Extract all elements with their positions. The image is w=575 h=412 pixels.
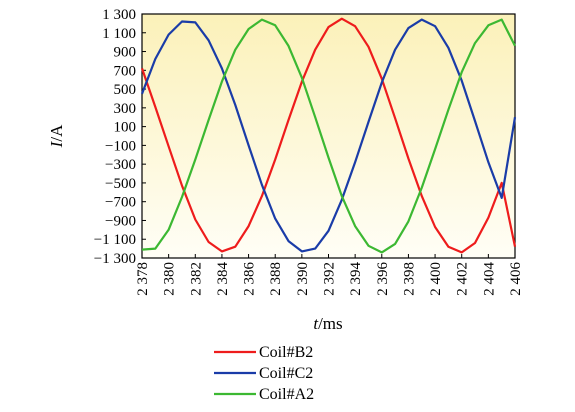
legend-label: Coil#B2 (259, 344, 313, 361)
legend: Coil#B2 Coil#C2 Coil#A2 (214, 344, 314, 403)
x-tick-label: 2 378 (135, 262, 151, 296)
x-tick-label: 2 390 (295, 262, 311, 296)
x-tick-label: 2 404 (481, 262, 497, 296)
legend-label: Coil#A2 (259, 386, 314, 403)
y-tick-label: −300 (105, 157, 136, 173)
y-tick-label: −1 300 (94, 251, 136, 267)
y-tick-label: −100 (105, 138, 136, 154)
y-axis-label: I/A (47, 124, 66, 148)
y-tick-label: 900 (114, 45, 137, 61)
x-axis-label: t/ms (313, 314, 342, 333)
x-tick-label: 2 382 (188, 262, 204, 296)
y-tick-label: −1 100 (94, 232, 136, 248)
series-line-2 (141, 18, 516, 254)
y-tick-label: 1 300 (102, 7, 136, 23)
legend-label: Coil#C2 (259, 365, 313, 382)
y-tick-label: −700 (105, 195, 136, 211)
x-tick-label: 2 402 (455, 262, 471, 296)
y-tick-label: 500 (114, 82, 137, 98)
x-tick-label: 2 400 (428, 262, 444, 296)
y-tick-label: −900 (105, 213, 136, 229)
y-tick-label: 1 100 (102, 26, 136, 42)
y-tick-label: −500 (105, 176, 136, 192)
y-axis-ticks: 1 300 1 100 900 700 500 300 100 −100 −300 −500 −70… (94, 7, 146, 267)
plot-area (141, 13, 516, 259)
y-tick-label: 300 (114, 101, 137, 117)
x-tick-label: 2 394 (348, 262, 364, 296)
x-tick-label: 2 392 (322, 262, 338, 296)
series-line-0 (140, 17, 517, 254)
x-tick-label: 2 388 (268, 262, 284, 296)
x-tick-label: 2 380 (162, 262, 178, 296)
series-lines (140, 17, 517, 254)
x-tick-label: 2 398 (401, 262, 417, 296)
x-tick-label: 2 396 (375, 262, 391, 296)
y-tick-label: 700 (114, 63, 137, 79)
series-line-1 (140, 18, 517, 253)
y-tick-label: 100 (114, 120, 137, 136)
x-axis-ticks: 2 378 2 380 2 382 2 384 2 386 2 388 2 390 2 392… (135, 254, 524, 296)
x-tick-label: 2 384 (215, 262, 231, 296)
x-tick-label: 2 386 (242, 262, 258, 296)
x-tick-label: 2 406 (508, 262, 524, 296)
